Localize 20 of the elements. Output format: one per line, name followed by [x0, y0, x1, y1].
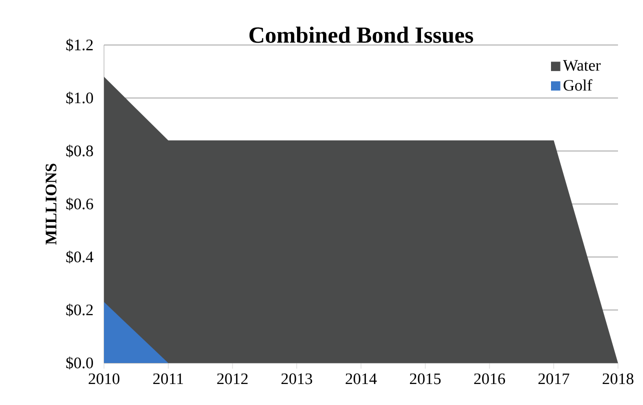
y-tick-label: $1.2	[66, 38, 93, 52]
y-tick-label: $0.4	[66, 250, 94, 264]
y-tick-label: $0.0	[66, 356, 93, 370]
x-tick-label: 2014	[346, 373, 377, 384]
x-tick-label: 2015	[410, 373, 441, 384]
y-axis-title: MILLIONS	[46, 164, 56, 245]
x-tick-label: 2011	[153, 373, 184, 384]
chart-title: Combined Bond Issues	[249, 26, 474, 43]
y-tick-label: $0.2	[66, 304, 93, 316]
legend-label: Golf	[564, 79, 592, 91]
y-tick-label: $0.6	[66, 198, 94, 210]
x-tick-label: 2018	[602, 373, 634, 384]
x-tick-label: 2012	[217, 373, 248, 384]
x-tick-label: 2010	[88, 373, 120, 384]
y-tick-label: $1.0	[66, 92, 93, 104]
legend-label: Water	[563, 60, 601, 71]
x-tick-label: 2016	[474, 373, 506, 384]
y-tick-label: $0.8	[66, 144, 93, 158]
x-tick-label: 2017	[538, 373, 570, 384]
x-tick-label: 2013	[281, 373, 312, 384]
